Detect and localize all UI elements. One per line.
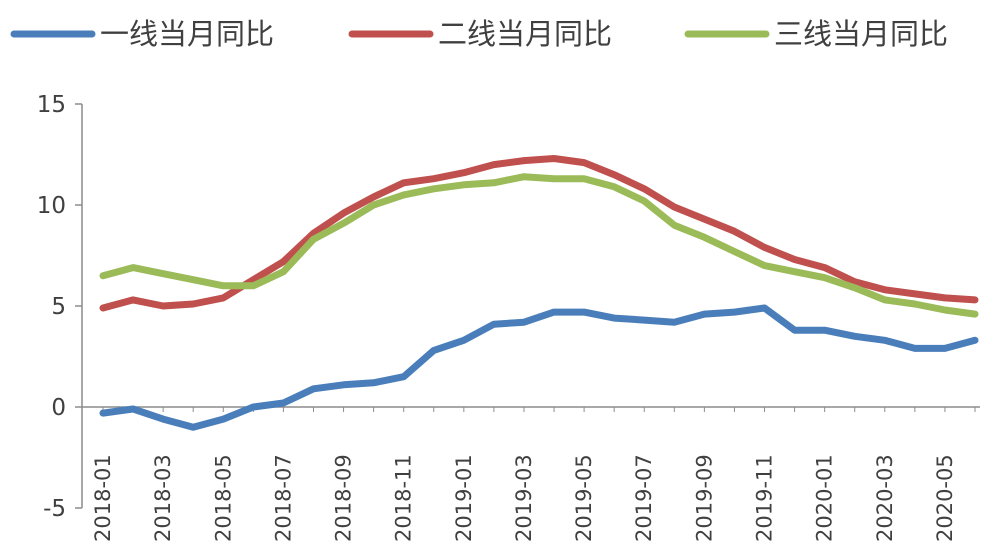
legend-label: 三线当月同比 <box>774 17 948 51</box>
y-tick-label: -5 <box>43 496 66 522</box>
legend-item-3: 三线当月同比 <box>684 17 948 51</box>
y-axis-ticks: -5 0 5 10 15 <box>37 92 82 522</box>
x-tick-label: 2020-01 <box>813 454 837 542</box>
series-line-3 <box>99 173 979 318</box>
x-tick-label: 2018-09 <box>332 454 356 542</box>
legend-item-2: 二线当月同比 <box>348 17 612 51</box>
x-axis-ticks: 2018-01 2018-03 2018-05 2018-07 2018-09 2018-… <box>91 407 976 542</box>
series-line-1 <box>99 304 979 431</box>
x-tick-label: 2019-11 <box>753 454 777 542</box>
x-tick-label: 2018-11 <box>392 454 416 542</box>
y-tick-label: 0 <box>51 395 66 421</box>
x-tick-label: 2018-05 <box>211 454 235 542</box>
x-tick-label: 2019-03 <box>512 454 536 542</box>
axes <box>81 104 980 508</box>
x-tick-label: 2018-01 <box>91 454 115 542</box>
x-tick-label: 2019-09 <box>692 454 716 542</box>
legend-label: 二线当月同比 <box>438 17 612 51</box>
y-tick-label: 10 <box>37 193 66 219</box>
x-tick-label: 2020-03 <box>873 454 897 542</box>
legend-label: 一线当月同比 <box>100 17 274 51</box>
legend: 一线当月同比 二线当月同比 三线当月同比 <box>10 17 948 51</box>
x-tick-label: 2019-07 <box>632 454 656 542</box>
x-tick-label: 2018-07 <box>271 454 295 542</box>
y-tick-label: 5 <box>51 294 66 320</box>
x-tick-label: 2018-03 <box>151 454 175 542</box>
x-tick-label: 2019-01 <box>452 454 476 542</box>
x-tick-label: 2020-05 <box>933 454 957 542</box>
legend-item-1: 一线当月同比 <box>10 17 274 51</box>
y-tick-label: 15 <box>37 92 66 118</box>
series-lines <box>99 155 979 431</box>
x-tick-label: 2019-05 <box>572 454 596 542</box>
